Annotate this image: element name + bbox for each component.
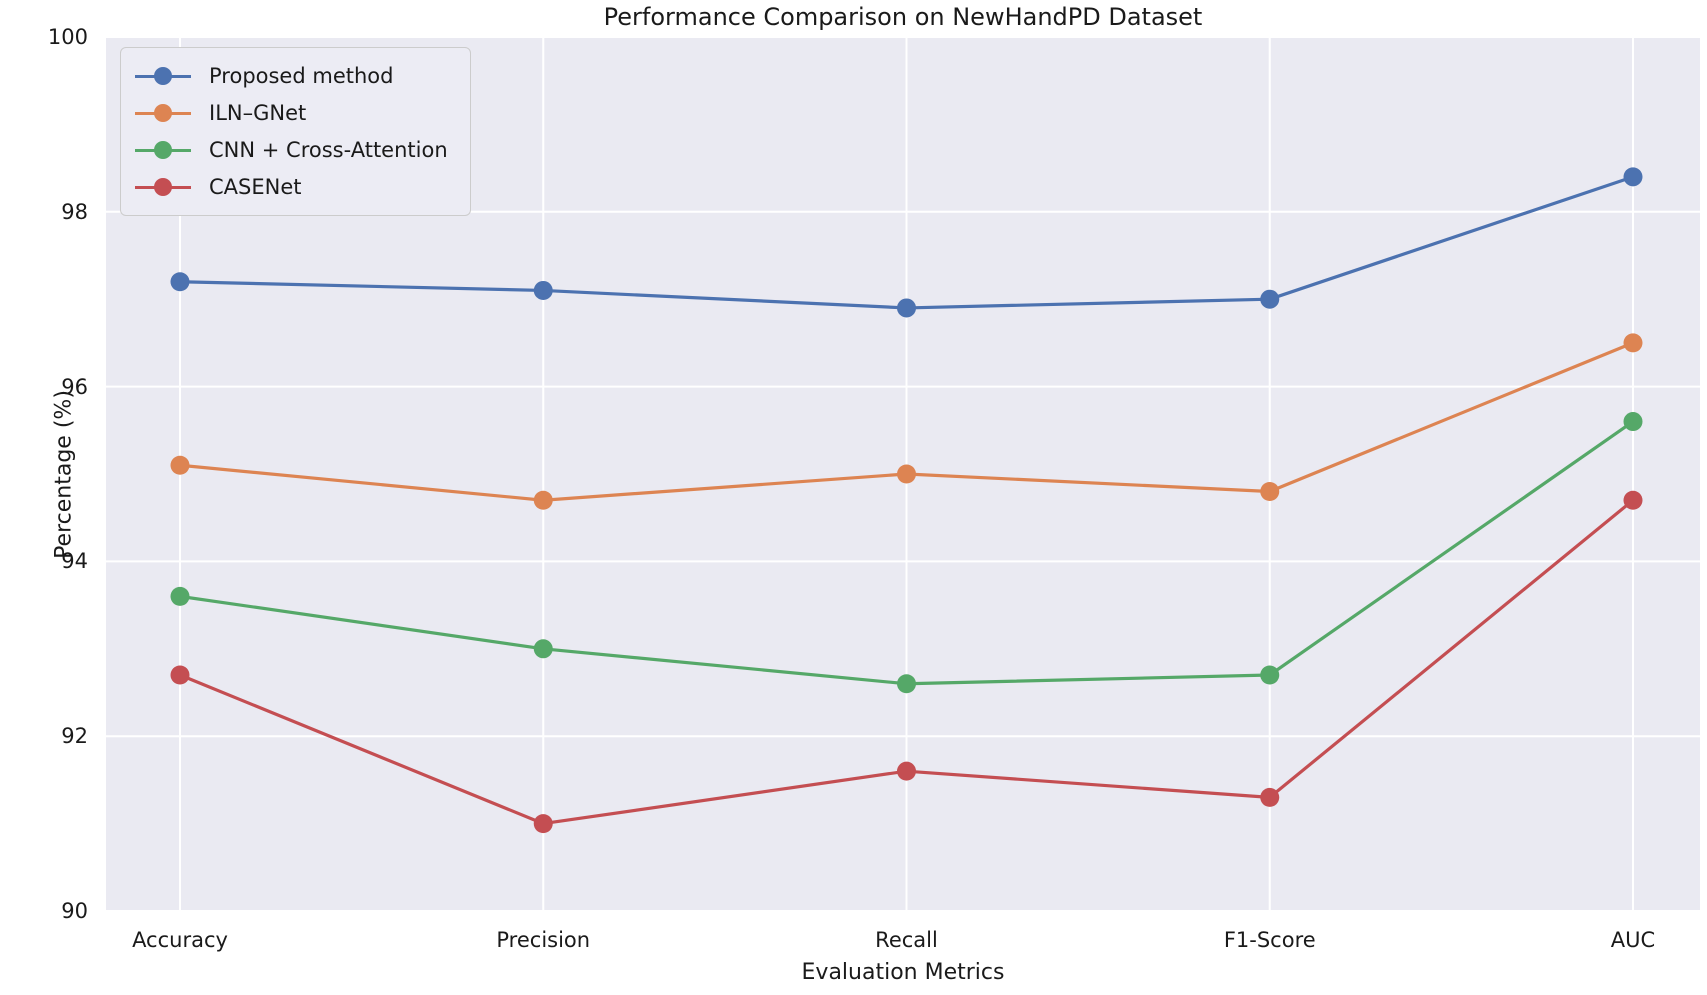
data-point-marker	[533, 639, 553, 659]
y-tick-label: 98	[61, 199, 88, 224]
data-point-marker	[170, 665, 190, 685]
data-point-marker	[897, 674, 916, 694]
y-tick-label: 92	[61, 724, 88, 749]
legend-line-marker-icon	[135, 177, 191, 197]
data-point-marker	[533, 490, 553, 510]
x-tick-label: Accuracy	[132, 928, 228, 952]
data-point-marker	[1260, 787, 1280, 807]
x-tick-label: Precision	[496, 928, 591, 952]
legend-line-marker-icon	[135, 103, 191, 123]
x-tick-label: F1-Score	[1223, 928, 1316, 952]
x-tick-label: Recall	[875, 928, 938, 952]
legend-item: CASENet	[135, 171, 448, 203]
legend-item: ILN–GNet	[135, 97, 448, 129]
legend: Proposed method ILN–GNet CNN + Cross-Atten…	[120, 47, 471, 216]
data-point-marker	[1623, 412, 1643, 432]
data-point-marker	[1623, 333, 1643, 353]
data-point-marker	[1260, 665, 1280, 685]
legend-item: CNN + Cross-Attention	[135, 134, 448, 166]
x-tick-label: AUC	[1610, 928, 1656, 952]
x-axis-label: Evaluation Metrics	[801, 960, 1005, 985]
data-point-marker	[1260, 481, 1280, 501]
data-point-marker	[1623, 490, 1643, 510]
y-tick-label: 96	[61, 374, 88, 399]
data-point-marker	[170, 455, 190, 475]
y-tick-label: 90	[61, 899, 88, 923]
legend-line-marker-icon	[135, 66, 191, 86]
data-point-marker	[170, 586, 190, 606]
data-point-marker	[533, 280, 553, 300]
legend-label: Proposed method	[209, 64, 394, 88]
data-point-marker	[897, 298, 916, 318]
legend-label: CNN + Cross-Attention	[209, 138, 448, 162]
data-point-marker	[897, 761, 916, 781]
data-point-marker	[533, 814, 553, 834]
y-tick-label: 94	[61, 549, 88, 574]
y-tick-label: 100	[47, 25, 88, 49]
legend-item: Proposed method	[135, 60, 448, 92]
legend-label: ILN–GNet	[209, 101, 307, 125]
legend-line-marker-icon	[135, 140, 191, 160]
legend-label: CASENet	[209, 175, 302, 199]
data-point-marker	[170, 272, 190, 292]
data-point-marker	[897, 464, 916, 484]
chart-title: Performance Comparison on NewHandPD Data…	[603, 3, 1203, 31]
data-point-marker	[1623, 167, 1643, 187]
data-point-marker	[1260, 289, 1280, 309]
